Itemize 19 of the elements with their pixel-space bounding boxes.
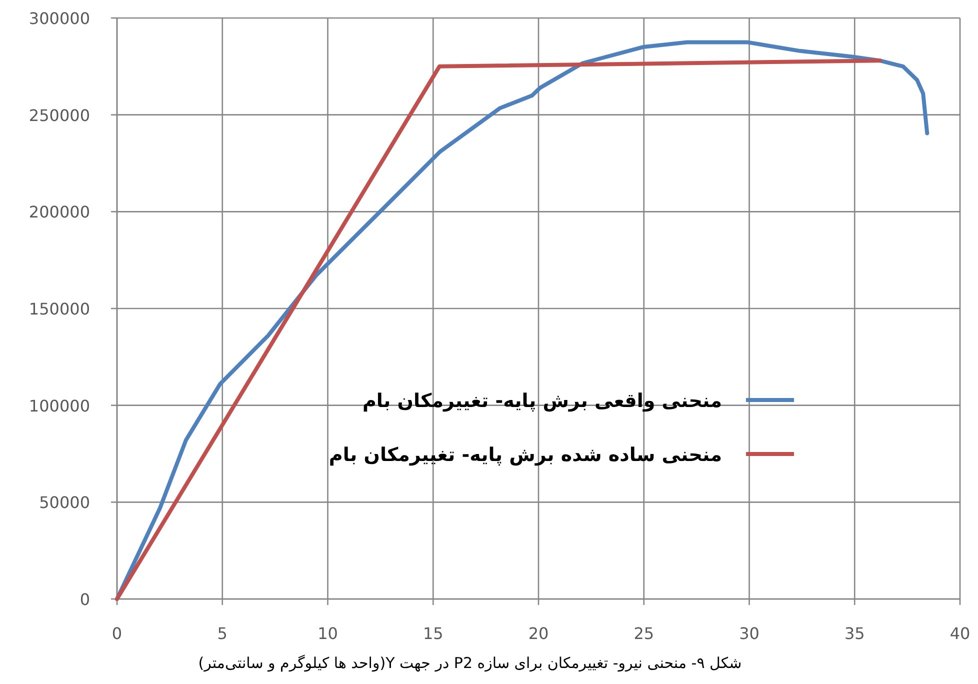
- x-tick-label: 5: [217, 624, 228, 643]
- y-tick-label: 150000: [28, 300, 90, 318]
- legend-label: منحنی واقعی برش پایه- تغییرمکان بام: [362, 390, 722, 412]
- y-tick-label: 50000: [39, 493, 90, 512]
- y-tick-label: 0: [80, 590, 90, 609]
- y-tick-label: 300000: [28, 9, 90, 28]
- y-tick-label: 200000: [28, 202, 90, 222]
- x-tick-label: 40: [950, 624, 970, 643]
- x-tick-label: 30: [739, 624, 760, 643]
- y-tick-label: 100000: [28, 396, 90, 416]
- x-tick-label: 15: [422, 624, 444, 643]
- x-tick-label: 35: [844, 624, 865, 643]
- y-tick-label: 250000: [28, 106, 90, 125]
- legend-label: منحنی ساده شده برش پایه- تغییرمکان بام: [328, 444, 722, 466]
- text: شکل ۹- منحنی نیرو- تغییرمکان برای سازه P2 در جهت Y(واحد ها کیلوگرم و سانتی‌متر): [198, 654, 742, 672]
- x-tick-label: 20: [528, 624, 549, 643]
- x-tick-label: 0: [112, 624, 122, 643]
- x-tick-label: 10: [318, 624, 338, 643]
- x-tick-label: 25: [634, 624, 654, 643]
